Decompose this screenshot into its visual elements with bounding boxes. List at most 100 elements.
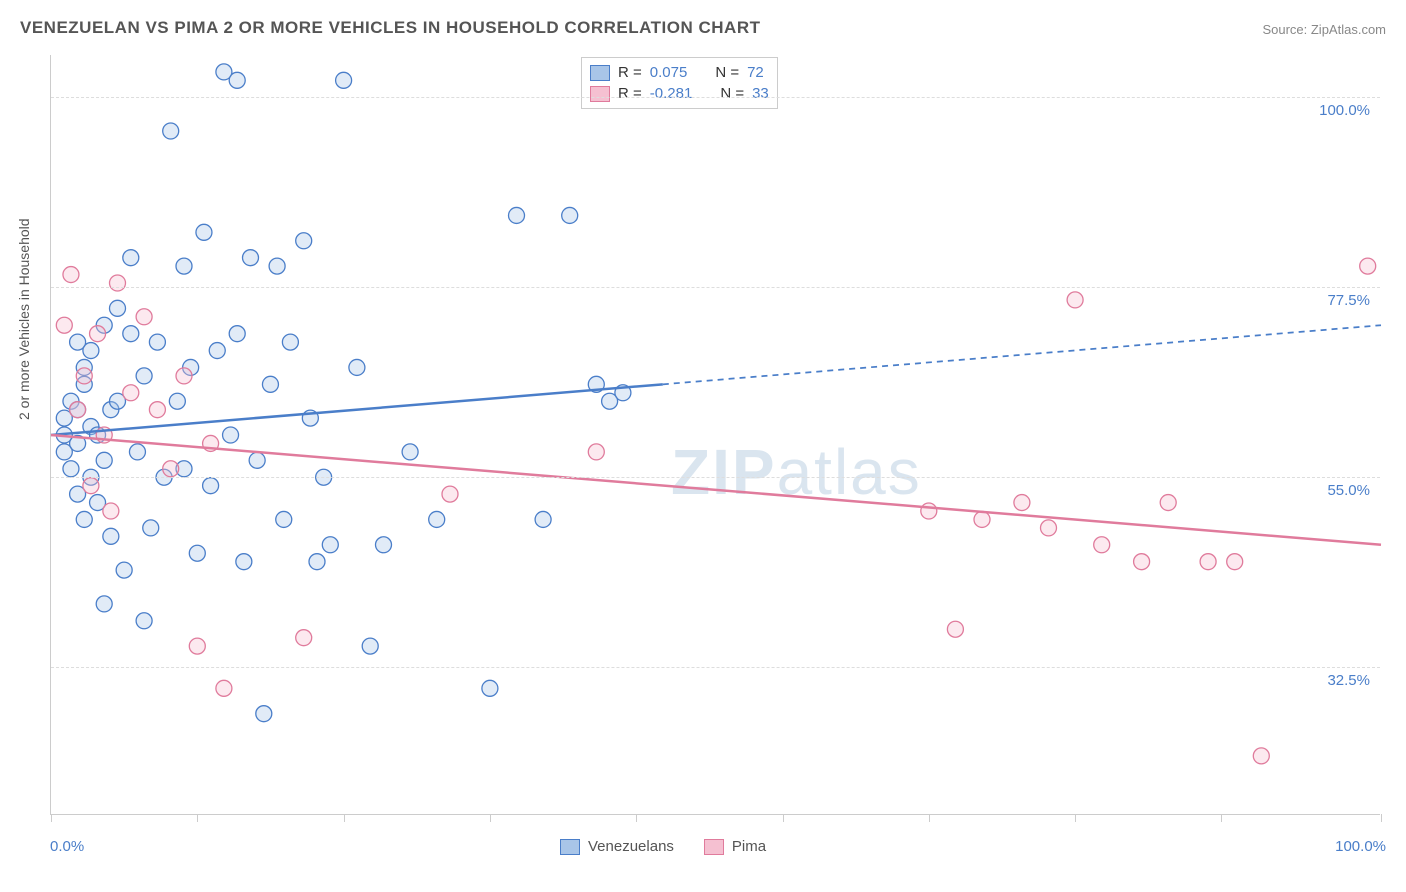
data-point [96, 596, 112, 612]
data-point [921, 503, 937, 519]
data-point [336, 72, 352, 88]
data-point [63, 267, 79, 283]
data-point [136, 309, 152, 325]
data-point [1134, 554, 1150, 570]
data-point [229, 72, 245, 88]
data-point [349, 359, 365, 375]
data-point [256, 706, 272, 722]
data-point [123, 326, 139, 342]
data-point [63, 461, 79, 477]
data-point [1160, 495, 1176, 511]
data-point [83, 478, 99, 494]
gridline [51, 477, 1380, 478]
x-tick [490, 814, 491, 822]
data-point [209, 343, 225, 359]
data-point [163, 461, 179, 477]
gridline [51, 97, 1380, 98]
swatch-pima-icon [704, 839, 724, 855]
data-point [1094, 537, 1110, 553]
data-point [76, 368, 92, 384]
data-point [203, 478, 219, 494]
data-point [1227, 554, 1243, 570]
data-point [442, 486, 458, 502]
x-tick-min: 0.0% [50, 838, 84, 855]
data-point [110, 275, 126, 291]
data-point [322, 537, 338, 553]
data-point [136, 613, 152, 629]
y-axis-label: 2 or more Vehicles in Household [16, 218, 32, 420]
data-point [1200, 554, 1216, 570]
data-point [103, 528, 119, 544]
data-point [176, 258, 192, 274]
data-point [149, 402, 165, 418]
data-point [229, 326, 245, 342]
regression-line-extrapolated [663, 325, 1381, 384]
data-point [269, 258, 285, 274]
data-point [262, 376, 278, 392]
data-point [296, 630, 312, 646]
data-point [1014, 495, 1030, 511]
data-point [1067, 292, 1083, 308]
data-point [482, 680, 498, 696]
data-point [223, 427, 239, 443]
chart-title: VENEZUELAN VS PIMA 2 OR MORE VEHICLES IN… [20, 18, 761, 38]
data-point [429, 511, 445, 527]
data-point [362, 638, 378, 654]
series-legend: Venezuelans Pima [560, 838, 766, 855]
regression-line [51, 435, 1381, 545]
data-point [282, 334, 298, 350]
data-point [243, 250, 259, 266]
data-point [189, 638, 205, 654]
data-point [90, 326, 106, 342]
data-point [163, 123, 179, 139]
data-point [1360, 258, 1376, 274]
x-tick [197, 814, 198, 822]
data-point [189, 545, 205, 561]
source-attribution: Source: ZipAtlas.com [1262, 22, 1386, 37]
data-point [236, 554, 252, 570]
y-tick-label: 100.0% [1319, 102, 1370, 119]
data-point [169, 393, 185, 409]
data-point [96, 452, 112, 468]
data-point [76, 511, 92, 527]
data-point [535, 511, 551, 527]
y-tick-label: 55.0% [1327, 482, 1370, 499]
data-point [588, 444, 604, 460]
data-point [176, 368, 192, 384]
data-point [376, 537, 392, 553]
data-point [123, 250, 139, 266]
plot-area: ZIPatlas R = 0.075 N = 72 R = -0.281 N =… [50, 55, 1380, 815]
gridline [51, 287, 1380, 288]
data-point [947, 621, 963, 637]
gridline [51, 667, 1380, 668]
data-point [129, 444, 145, 460]
data-point [296, 233, 312, 249]
x-tick [636, 814, 637, 822]
chart-container: VENEZUELAN VS PIMA 2 OR MORE VEHICLES IN… [0, 0, 1406, 892]
data-point [116, 562, 132, 578]
chart-svg [51, 55, 1380, 814]
data-point [276, 511, 292, 527]
data-point [402, 444, 418, 460]
data-point [509, 207, 525, 223]
data-point [562, 207, 578, 223]
x-tick [344, 814, 345, 822]
data-point [1041, 520, 1057, 536]
x-tick-max: 100.0% [1335, 838, 1386, 855]
data-point [974, 511, 990, 527]
data-point [83, 343, 99, 359]
data-point [110, 300, 126, 316]
data-point [149, 334, 165, 350]
x-tick [929, 814, 930, 822]
data-point [196, 224, 212, 240]
data-point [70, 402, 86, 418]
data-point [136, 368, 152, 384]
x-tick [783, 814, 784, 822]
x-tick [1075, 814, 1076, 822]
data-point [1253, 748, 1269, 764]
legend-item-venezuelans: Venezuelans [560, 838, 674, 855]
data-point [143, 520, 159, 536]
y-tick-label: 77.5% [1327, 292, 1370, 309]
data-point [216, 680, 232, 696]
x-tick [1221, 814, 1222, 822]
